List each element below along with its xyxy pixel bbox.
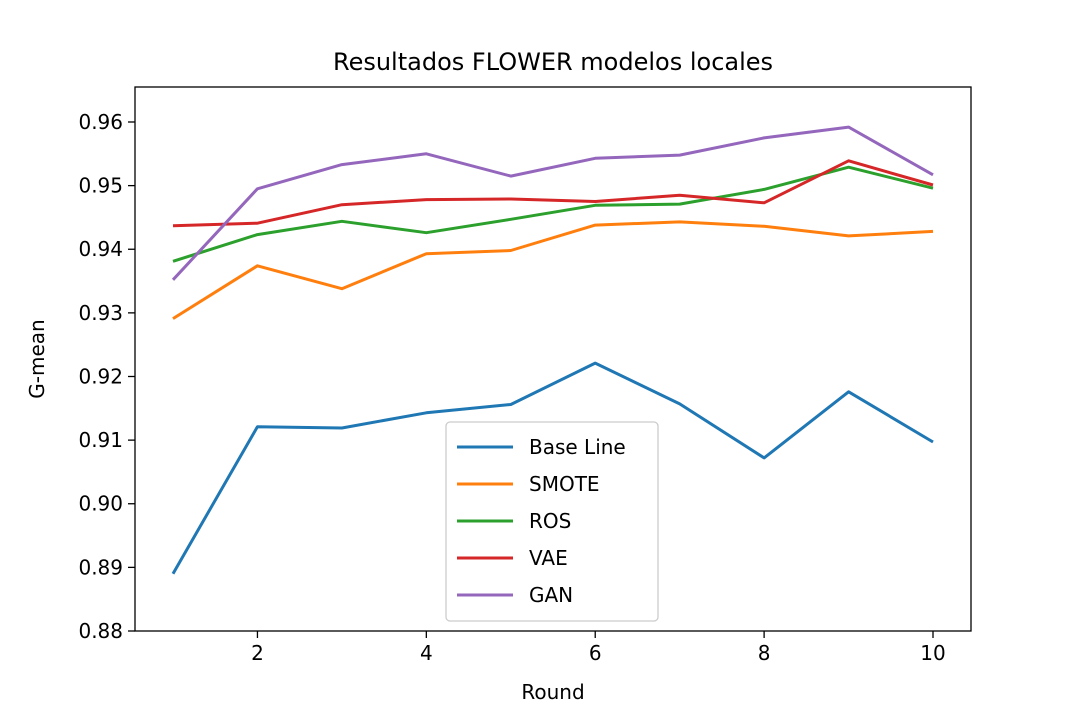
x-tick-label: 2 bbox=[251, 641, 264, 665]
y-axis: 0.88 0.89 0.90 0.91 0.92 0.93 0.94 0.95 0.96 bbox=[78, 110, 135, 643]
legend-box bbox=[445, 421, 659, 622]
y-axis-label: G-mean bbox=[25, 319, 49, 398]
x-tick-label: 8 bbox=[758, 641, 771, 665]
legend-label: GAN bbox=[529, 583, 573, 607]
plot-frame bbox=[134, 86, 972, 632]
legend-label: Base Line bbox=[529, 435, 626, 459]
series-line-smote bbox=[172, 220, 934, 320]
legend: Base Line SMOTE ROS VAE GAN bbox=[445, 421, 659, 622]
series-line-vae bbox=[172, 159, 934, 228]
series-line-gan bbox=[171, 125, 934, 281]
series-line-ros bbox=[172, 165, 934, 263]
y-tick-label: 0.92 bbox=[78, 364, 123, 388]
y-tick-label: 0.91 bbox=[78, 428, 123, 452]
y-tick-label: 0.95 bbox=[78, 174, 123, 198]
chart-title: Resultados FLOWER modelos locales bbox=[333, 48, 773, 76]
x-tick-label: 10 bbox=[920, 641, 945, 665]
y-tick-label: 0.88 bbox=[78, 619, 123, 643]
legend-label: SMOTE bbox=[529, 472, 600, 496]
y-tick-label: 0.96 bbox=[78, 110, 123, 134]
x-tick-label: 4 bbox=[420, 641, 433, 665]
x-axis-label: Round bbox=[521, 680, 584, 704]
x-tick-label: 6 bbox=[589, 641, 602, 665]
x-axis: 2 4 6 8 10 bbox=[251, 631, 946, 665]
legend-label: VAE bbox=[529, 546, 568, 570]
plot-area bbox=[171, 125, 934, 575]
y-tick-label: 0.89 bbox=[78, 555, 123, 579]
y-tick-label: 0.93 bbox=[78, 301, 123, 325]
series-line-base-line bbox=[171, 361, 934, 575]
y-tick-label: 0.94 bbox=[78, 237, 123, 261]
legend-label: ROS bbox=[529, 509, 571, 533]
y-tick-label: 0.90 bbox=[78, 492, 123, 516]
